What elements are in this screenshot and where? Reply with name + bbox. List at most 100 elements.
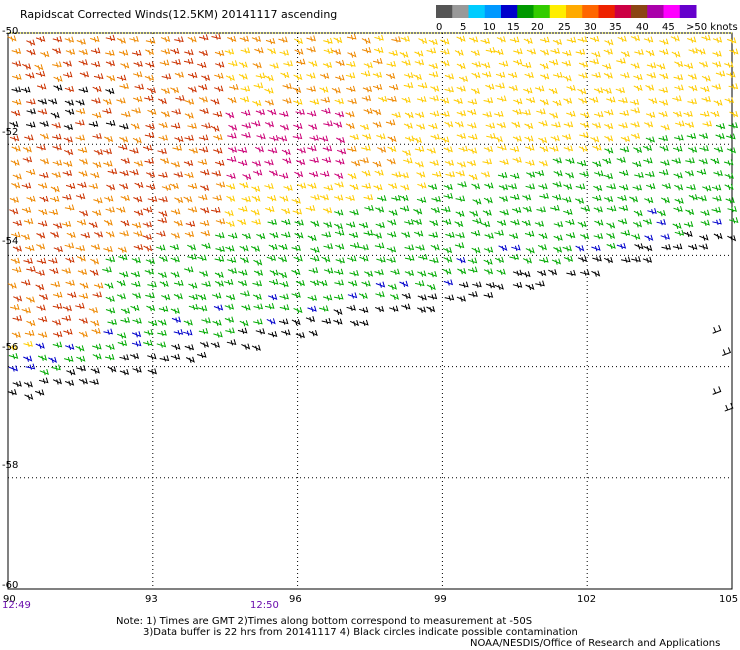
wind-barb [579, 170, 589, 177]
wind-barb [269, 269, 279, 276]
wind-barb [696, 48, 706, 55]
wind-barb [266, 318, 276, 325]
wind-barb [374, 242, 385, 249]
wind-barb [215, 181, 226, 188]
wind-barb [430, 244, 440, 251]
wind-barb [333, 308, 343, 316]
wind-barb [321, 231, 332, 238]
wind-barb [620, 135, 631, 143]
wind-barb [64, 379, 75, 387]
wind-barb [619, 169, 629, 177]
wind-barb [253, 303, 264, 310]
wind-barb [548, 269, 558, 276]
wind-barb [399, 205, 410, 212]
wind-barb [91, 327, 101, 335]
wind-barb [642, 144, 653, 152]
wind-barb [211, 33, 222, 40]
wind-barb [251, 344, 261, 352]
wind-barb [674, 84, 684, 91]
wind-barb [145, 292, 155, 299]
wind-barb [77, 146, 88, 154]
wind-barb [105, 307, 116, 314]
wind-barbs [7, 33, 739, 412]
wind-barb [78, 59, 88, 66]
wind-barb [443, 256, 453, 263]
wind-barb [361, 280, 371, 287]
wind-barb [158, 171, 168, 179]
wind-barb [700, 85, 710, 93]
legend-swatch [501, 5, 518, 18]
legend-swatch [566, 5, 583, 18]
wind-speed-legend: 0 5 10 15 20 25 30 35 40 45 >50 knots [436, 5, 738, 33]
wind-barb [471, 61, 482, 68]
wind-barb [170, 232, 181, 239]
wind-barb [295, 58, 306, 65]
x-tick-label: 96 [289, 594, 302, 605]
wind-barb [404, 254, 415, 262]
wind-barb [577, 36, 588, 43]
wind-barb [604, 135, 614, 142]
wind-barb [642, 218, 653, 225]
wind-barb [237, 279, 248, 287]
wind-barb [90, 367, 100, 374]
wind-barb [211, 292, 222, 299]
wind-barb [279, 281, 289, 288]
wind-barb [78, 317, 88, 324]
wind-barb [565, 218, 575, 226]
wind-barb [348, 280, 358, 287]
wind-barb [52, 61, 62, 68]
wind-barb [319, 170, 330, 177]
wind-barb [103, 219, 113, 226]
wind-barb [307, 182, 317, 189]
wind-barb [483, 291, 494, 299]
wind-barb [239, 320, 249, 327]
wind-barb [197, 294, 207, 301]
wind-barb [187, 182, 198, 190]
legend-label: 45 [662, 22, 675, 33]
wind-barb [442, 218, 452, 225]
wind-barb [387, 135, 397, 143]
wind-barb [334, 209, 344, 216]
wind-barb [645, 49, 655, 57]
wind-barb [416, 196, 427, 204]
wind-barb [363, 194, 374, 201]
wind-barb [617, 35, 627, 43]
wind-barb [38, 208, 48, 216]
wind-barb [253, 318, 263, 325]
wind-barb [131, 257, 141, 264]
wind-barb [293, 73, 303, 81]
wind-barb [321, 156, 332, 164]
wind-barb [401, 303, 411, 310]
wind-barb [48, 98, 58, 105]
wind-barb [553, 170, 563, 177]
legend-label: 15 [507, 22, 520, 33]
wind-barb [481, 71, 492, 78]
wind-barb [66, 231, 76, 239]
wind-barb [187, 206, 198, 213]
wind-barb [592, 255, 602, 262]
wind-barb [511, 121, 521, 128]
legend-swatch [679, 5, 697, 18]
wind-barb [224, 316, 235, 323]
wind-barb [440, 136, 450, 143]
wind-barb [713, 233, 723, 240]
wind-barb [512, 269, 523, 276]
wind-barb [102, 266, 112, 273]
wind-barb [198, 49, 209, 57]
wind-barb [75, 108, 86, 115]
wind-barb [578, 97, 588, 104]
wind-barb [453, 97, 463, 105]
wind-barb [416, 306, 427, 313]
wind-barb [471, 72, 481, 79]
wind-barb [210, 206, 221, 214]
wind-barb [308, 123, 318, 130]
wind-barb [25, 168, 36, 176]
wind-barb [524, 122, 534, 130]
wind-barb [335, 158, 345, 165]
wind-barb [279, 124, 290, 131]
wind-barb [11, 47, 22, 55]
wind-barb [102, 148, 113, 155]
wind-barb [93, 148, 103, 156]
wind-barb [318, 135, 329, 142]
wind-barb [212, 319, 222, 326]
